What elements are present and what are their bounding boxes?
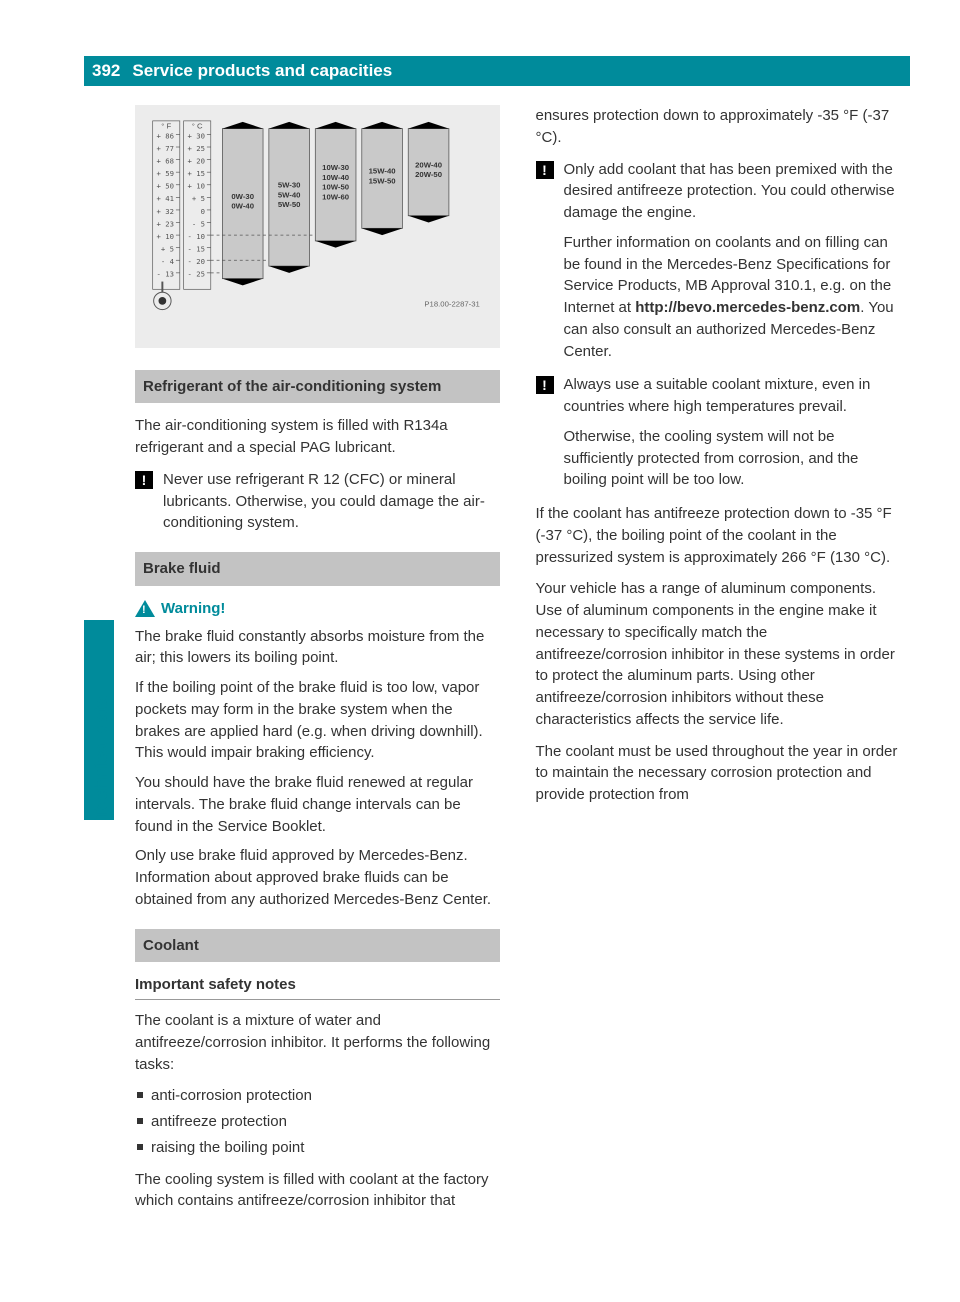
svg-text:+ 77: + 77: [157, 144, 174, 153]
note-text: Always use a suitable coolant mixture, e…: [564, 374, 901, 418]
viscosity-chart-svg: ° F ° C + 86 + 30 + 77 + 25 + 68 + 20 + 59 + 15 + …: [143, 117, 492, 340]
svg-text:+ 25: + 25: [187, 144, 204, 153]
svg-text:5W-30: 5W-30: [278, 181, 301, 190]
svg-text:10W-50: 10W-50: [322, 183, 349, 192]
svg-text:+ 20: + 20: [187, 156, 204, 165]
svg-text:+ 10: + 10: [187, 182, 204, 191]
svg-text:20W-40: 20W-40: [415, 160, 442, 169]
note-text: Never use refrigerant R 12 (CFC) or mine…: [163, 469, 500, 534]
svg-text:10W-30: 10W-30: [322, 163, 349, 172]
caution-note: ! Always use a suitable coolant mixture,…: [536, 374, 901, 491]
svg-text:20W-50: 20W-50: [415, 170, 442, 179]
svg-text:- 25: - 25: [187, 270, 204, 279]
svg-text:° C: ° C: [192, 122, 203, 131]
svg-text:+ 30: + 30: [187, 131, 204, 140]
body-text: Only use brake fluid approved by Mercede…: [135, 845, 500, 910]
svg-text:- 5: - 5: [192, 219, 205, 228]
note-text: Only add coolant that has been premixed …: [564, 159, 901, 224]
caution-icon: !: [536, 161, 554, 179]
svg-text:+ 86: + 86: [157, 131, 174, 140]
svg-text:+ 50: + 50: [157, 182, 174, 191]
svg-text:0: 0: [201, 207, 205, 216]
caution-icon: !: [536, 376, 554, 394]
subheading: Important safety notes: [135, 974, 500, 1000]
section-heading-brake: Brake fluid: [135, 552, 500, 586]
svg-text:- 20: - 20: [187, 257, 204, 266]
body-text: The coolant must be used throughout the …: [536, 741, 901, 806]
svg-text:+ 5: + 5: [192, 194, 205, 203]
warning-triangle-icon: [135, 600, 155, 617]
caution-note: ! Never use refrigerant R 12 (CFC) or mi…: [135, 469, 500, 534]
body-text: The coolant is a mixture of water and an…: [135, 1010, 500, 1075]
url-text: http://bevo.mercedes-benz.com: [635, 299, 860, 316]
page-header: 392 Service products and capacities: [84, 56, 910, 86]
svg-text:° F: ° F: [161, 122, 171, 131]
warning-header: Warning!: [135, 598, 500, 620]
section-heading-coolant: Coolant: [135, 929, 500, 963]
svg-text:10W-40: 10W-40: [322, 173, 349, 182]
warning-text: If the boiling point of the brake fluid …: [135, 677, 500, 764]
warning-text: The brake fluid constantly absorbs moist…: [135, 626, 500, 670]
svg-text:+ 32: + 32: [157, 207, 174, 216]
body-text: If the coolant has antifreeze protection…: [536, 503, 901, 568]
caution-icon: !: [135, 471, 153, 489]
page-number: 392: [84, 56, 128, 86]
section-heading-refrigerant: Refrigerant of the air-conditioning syst…: [135, 370, 500, 404]
svg-text:+ 59: + 59: [157, 169, 174, 178]
svg-text:+ 15: + 15: [187, 169, 204, 178]
svg-text:+ 10: + 10: [157, 232, 174, 241]
warning-label: Warning!: [161, 598, 225, 620]
note-text: Further information on coolants and on f…: [564, 232, 901, 363]
caution-note: ! Only add coolant that has been premixe…: [536, 159, 901, 363]
warning-body: The brake fluid constantly absorbs moist…: [135, 626, 500, 838]
bullet-list: anti-corrosion protection antifreeze pro…: [135, 1085, 500, 1158]
svg-text:+ 5: + 5: [161, 245, 174, 254]
list-item: anti-corrosion protection: [135, 1085, 500, 1107]
svg-text:15W-50: 15W-50: [369, 176, 396, 185]
svg-text:5W-50: 5W-50: [278, 200, 301, 209]
svg-text:10W-60: 10W-60: [322, 192, 349, 201]
svg-text:- 4: - 4: [161, 257, 175, 266]
svg-text:- 13: - 13: [157, 270, 174, 279]
body-text: Your vehicle has a range of aluminum com…: [536, 578, 901, 730]
note-text: Otherwise, the cooling system will not b…: [564, 426, 901, 491]
svg-text:15W-40: 15W-40: [369, 167, 396, 176]
svg-text:P18.00-2287-31: P18.00-2287-31: [424, 300, 479, 309]
svg-text:- 15: - 15: [187, 245, 204, 254]
svg-text:0W-40: 0W-40: [231, 201, 254, 210]
svg-text:5W-40: 5W-40: [278, 190, 301, 199]
svg-text:+ 41: + 41: [157, 194, 174, 203]
body-text: The air-conditioning system is filled wi…: [135, 415, 500, 459]
header-title: Service products and capacities: [128, 56, 910, 86]
svg-text:0W-30: 0W-30: [231, 192, 254, 201]
list-item: antifreeze protection: [135, 1111, 500, 1133]
warning-text: You should have the brake fluid renewed …: [135, 772, 500, 837]
list-item: raising the boiling point: [135, 1137, 500, 1159]
side-label: Technical data: [88, 696, 114, 820]
svg-text:+ 23: + 23: [157, 219, 174, 228]
page-content: ° F ° C + 86 + 30 + 77 + 25 + 68 + 20 + 59 + 15 + …: [135, 105, 900, 1252]
svg-text:+ 68: + 68: [157, 156, 174, 165]
viscosity-diagram: ° F ° C + 86 + 30 + 77 + 25 + 68 + 20 + 59 + 15 + …: [135, 105, 500, 348]
svg-text:- 10: - 10: [187, 232, 204, 241]
